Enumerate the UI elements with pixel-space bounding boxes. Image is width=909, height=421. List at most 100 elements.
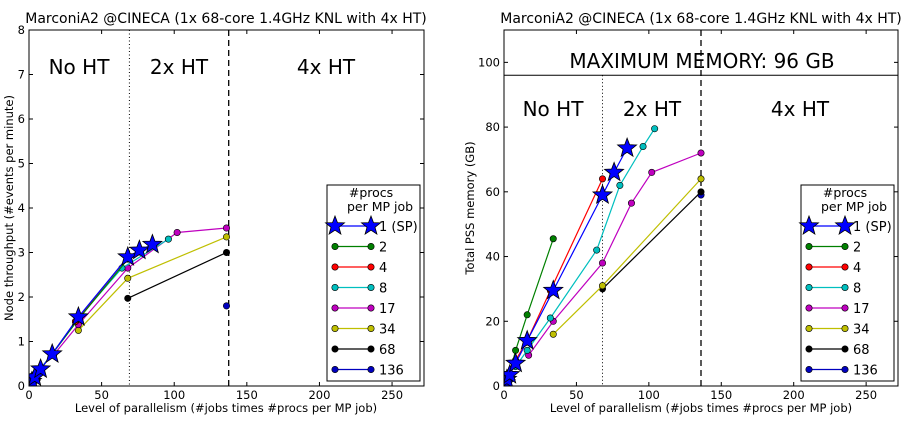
left-legend-marker-1-sp-b bbox=[360, 214, 382, 236]
right-point-8-1 bbox=[523, 346, 531, 354]
left-legend-entry-17: 17 bbox=[331, 302, 396, 317]
right-legend-label-4: 4 bbox=[853, 261, 861, 276]
left-legend-marker-34-b bbox=[367, 324, 375, 332]
left-point-17-3 bbox=[173, 228, 181, 236]
left-ytick-label-6: 6 bbox=[18, 112, 25, 126]
left-ytick-label-7: 7 bbox=[18, 68, 25, 82]
right-y-ticks: 0 20 40 60 80 100 bbox=[478, 55, 898, 393]
right-legend-marker-8-a bbox=[805, 283, 813, 291]
left-series bbox=[29, 224, 231, 386]
right-legend-marker-136-b bbox=[841, 365, 849, 373]
left-series-1-sp bbox=[29, 233, 163, 386]
left-point-1-sp-3 bbox=[30, 357, 52, 379]
right-point-17-4 bbox=[648, 168, 656, 176]
right-series-1-sp bbox=[504, 136, 638, 386]
right-series-8 bbox=[512, 125, 659, 371]
right-point-1-sp-6 bbox=[591, 183, 614, 205]
right-legend-entry-8: 8 bbox=[805, 282, 861, 297]
left-ytick-label-8: 8 bbox=[18, 23, 25, 37]
left-ytick-label-0: 0 bbox=[18, 379, 25, 393]
right-legend-entry-34: 34 bbox=[805, 323, 870, 338]
right-max-memory-label: MAXIMUM MEMORY: 96 GB bbox=[569, 49, 834, 73]
left-legend-marker-8-b bbox=[367, 283, 375, 291]
right-xtick-label-150: 150 bbox=[710, 388, 732, 402]
left-series-34 bbox=[74, 233, 231, 334]
right-legend-marker-8-b bbox=[841, 283, 849, 291]
left-legend-marker-4-b bbox=[367, 263, 375, 271]
right-region-4x-ht: 4x HT bbox=[771, 97, 830, 121]
right-ytick-label-80: 80 bbox=[485, 120, 500, 134]
right-point-68-1 bbox=[697, 188, 705, 196]
left-ytick-label-5: 5 bbox=[18, 157, 25, 171]
left-xtick-label-100: 100 bbox=[163, 388, 185, 402]
left-legend-marker-17-b bbox=[367, 304, 375, 312]
left-ytick-label-2: 2 bbox=[18, 290, 25, 304]
right-legend: #procs per MP job 1 (SP) 2 4 8 17 34 68 136 bbox=[798, 184, 895, 382]
left-legend-box bbox=[326, 184, 421, 382]
right-legend-entry-68: 68 bbox=[805, 343, 870, 358]
left-legend-entry-1-sp: 1 (SP) bbox=[324, 214, 418, 236]
left-point-8-4 bbox=[164, 235, 172, 243]
right-legend-marker-68-a bbox=[805, 345, 813, 353]
right-legend-label-17: 17 bbox=[853, 302, 870, 317]
left-legend-entry-34: 34 bbox=[331, 323, 396, 338]
right-series-68 bbox=[598, 188, 705, 293]
right-line-68 bbox=[602, 191, 702, 290]
right-legend-marker-34-b bbox=[841, 324, 849, 332]
left-legend-marker-68-a bbox=[331, 345, 339, 353]
right-legend-title: #procs per MP job bbox=[821, 185, 887, 214]
left-legend: #procs per MP job 1 (SP) 2 4 8 17 34 68 136 bbox=[324, 184, 421, 382]
left-point-1-sp-7 bbox=[128, 239, 150, 260]
left-series-136 bbox=[223, 302, 231, 310]
left-chart: MarconiA2 @CINECA (1x 68-core 1.4GHz KNL… bbox=[2, 11, 427, 415]
right-point-1-sp-4 bbox=[516, 329, 538, 350]
right-point-1-sp-3 bbox=[505, 352, 527, 373]
left-line-68 bbox=[127, 251, 227, 299]
right-plot-frame bbox=[503, 29, 899, 387]
right-legend-label-1-sp: 1 (SP) bbox=[853, 220, 892, 235]
right-legend-label-68: 68 bbox=[853, 343, 870, 358]
right-legend-marker-34-a bbox=[805, 324, 813, 332]
left-legend-entry-2: 2 bbox=[331, 241, 387, 256]
left-x-ticks: 0 50 100 150 200 250 bbox=[25, 30, 403, 402]
right-legend-entries: 1 (SP) 2 4 8 17 34 68 136 bbox=[798, 214, 892, 379]
right-point-17-2 bbox=[598, 259, 606, 267]
right-legend-label-34: 34 bbox=[853, 323, 870, 338]
left-point-136-0 bbox=[223, 302, 231, 310]
left-region-no-ht: No HT bbox=[49, 55, 111, 79]
right-legend-entry-1-sp: 1 (SP) bbox=[798, 214, 892, 236]
left-legend-entry-4: 4 bbox=[331, 261, 387, 276]
right-point-2-4 bbox=[549, 235, 557, 243]
left-plot-frame bbox=[28, 29, 425, 387]
right-legend-marker-17-b bbox=[841, 304, 849, 312]
left-series-68 bbox=[124, 249, 231, 302]
right-point-8-2 bbox=[546, 314, 554, 322]
left-ylabel: Node throughput (#events per minute) bbox=[2, 95, 16, 321]
right-xtick-label-200: 200 bbox=[783, 388, 805, 402]
right-xlabel: Level of parallelism (#jobs times #procs… bbox=[550, 401, 852, 415]
right-point-1-sp-5 bbox=[542, 279, 564, 300]
right-point-1-sp-8 bbox=[616, 136, 638, 158]
right-point-1-sp-2 bbox=[504, 363, 521, 384]
left-xtick-label-50: 50 bbox=[94, 388, 109, 402]
right-legend-marker-2-a bbox=[805, 243, 813, 251]
right-point-17-3 bbox=[627, 199, 635, 207]
right-legend-entry-136: 136 bbox=[805, 364, 878, 379]
right-series-17 bbox=[525, 149, 705, 359]
left-ytick-label-1: 1 bbox=[18, 335, 25, 349]
right-legend-marker-1-sp-b bbox=[834, 214, 856, 236]
left-point-68-0 bbox=[124, 294, 132, 302]
left-point-1-sp-4 bbox=[41, 342, 63, 364]
right-legend-label-8: 8 bbox=[853, 282, 861, 297]
right-point-34-0 bbox=[549, 330, 557, 338]
left-point-34-1 bbox=[124, 274, 132, 282]
left-legend-entry-68: 68 bbox=[331, 343, 396, 358]
right-legend-label-136: 136 bbox=[853, 364, 878, 379]
left-region-2x-ht: 2x HT bbox=[150, 55, 209, 79]
right-point-34-2 bbox=[697, 175, 705, 183]
right-legend-marker-136-a bbox=[805, 365, 813, 373]
right-xtick-label-100: 100 bbox=[638, 388, 660, 402]
right-point-34-1 bbox=[598, 282, 606, 290]
left-xlabel: Level of parallelism (#jobs times #procs… bbox=[75, 401, 377, 415]
